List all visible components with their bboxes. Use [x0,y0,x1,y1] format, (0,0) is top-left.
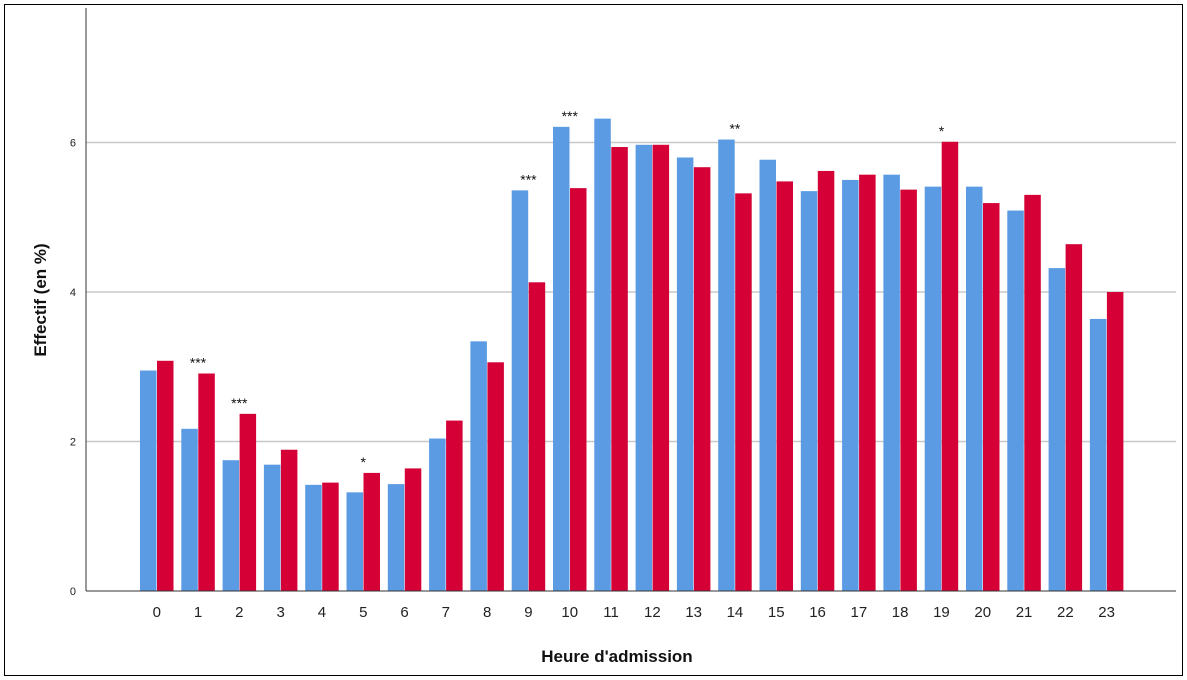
significance-label: *** [190,354,207,370]
bar [305,484,322,591]
x-tick-label: 3 [276,604,284,621]
y-tick-label: 0 [70,586,76,598]
significance-label: ** [729,121,740,137]
x-tick-label: 12 [644,604,661,621]
bar [941,141,959,592]
y-tick-label: 4 [70,287,76,299]
x-tick-label: 2 [235,604,243,621]
bar [983,203,1000,592]
bar [487,362,504,591]
x-tick-label: 17 [851,604,868,621]
bar [511,190,529,591]
bar [1024,194,1041,591]
bar [735,193,752,591]
x-tick-label: 15 [768,604,785,621]
bar [470,341,487,591]
bar [346,492,363,591]
bar [239,413,257,591]
x-tick-label: 13 [685,604,702,621]
bar [676,157,694,591]
bar [652,144,670,591]
x-tick-label: 9 [524,604,532,621]
bar [1089,318,1107,591]
bar [817,170,835,591]
significance-label: *** [562,108,579,124]
bar [1048,268,1066,591]
bar [429,438,446,591]
bar [280,449,298,591]
bar [222,460,240,591]
x-tick-label: 1 [194,604,202,621]
significance-label: * [361,454,367,470]
bar [198,373,215,591]
significance-annotations: *************** * [190,108,945,470]
bar [1065,244,1083,591]
y-axis-title: Effectif (en %) [31,243,50,356]
bar [181,428,198,591]
bar [859,174,876,591]
x-tick-label: 5 [359,604,367,621]
bar [611,147,628,591]
bar [553,126,570,591]
x-tick-label: 8 [483,604,491,621]
x-tick-label: 20 [974,604,991,621]
bar [570,188,587,591]
bar [842,179,859,591]
bar [404,468,422,591]
bar [924,186,942,591]
y-tick-label: 2 [70,437,76,449]
bar [363,472,380,591]
x-tick-label: 4 [318,604,326,621]
bar [883,174,900,591]
bar [594,118,611,591]
bar [635,144,653,591]
bar [263,464,281,591]
bar [322,482,339,591]
x-tick-label: 21 [1016,604,1033,621]
bars [140,118,1124,592]
bar [759,159,776,591]
x-tick-label: 19 [933,604,950,621]
x-tick-label: 10 [561,604,578,621]
x-tick-label: 18 [892,604,909,621]
bar [718,139,735,592]
bar [966,186,983,591]
significance-label: * [939,123,945,139]
bar [446,420,463,591]
significance-label: *** [520,171,537,187]
x-tick-label: 0 [153,604,161,621]
x-tick-label: 22 [1057,604,1074,621]
bar [157,360,174,591]
bar [528,282,546,591]
significance-label: *** [231,395,248,411]
x-tick-label: 11 [603,604,619,621]
x-tick-label: 6 [400,604,408,621]
bar [693,167,711,591]
bar [776,181,793,591]
bar [900,189,917,591]
y-tick-label: 6 [70,138,76,150]
x-tick-label: 16 [809,604,826,621]
bar [1007,210,1024,592]
bar [140,370,157,591]
x-axis-title: Heure d'admission [541,647,692,666]
x-tick-label: 23 [1098,604,1115,621]
x-tick-label: 7 [442,604,450,621]
x-tick-label: 14 [727,604,744,621]
bar [800,191,818,591]
bar [387,484,405,591]
bar [1106,292,1124,591]
